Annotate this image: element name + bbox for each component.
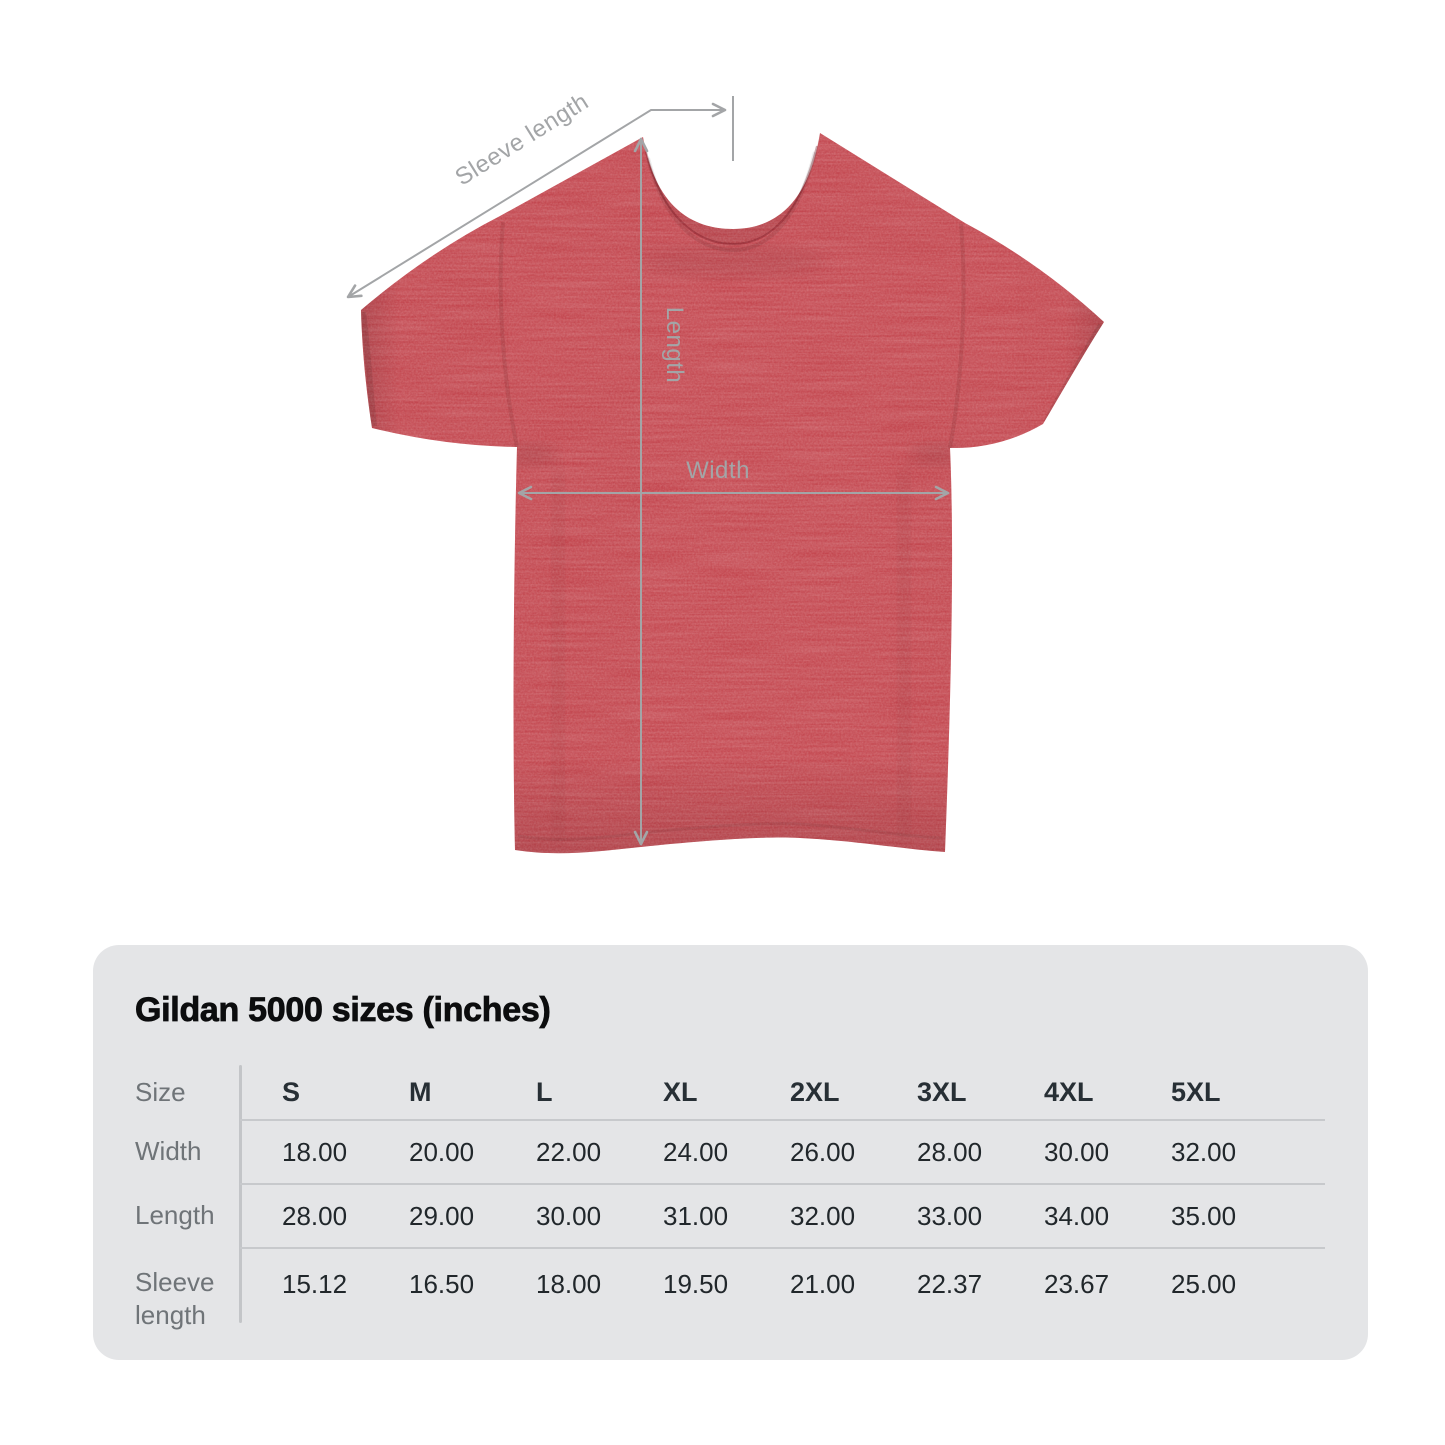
length-value: 28.00 xyxy=(282,1200,348,1231)
length-value: 30.00 xyxy=(536,1200,602,1231)
tshirt-measurement-diagram: Sleeve length Length Width xyxy=(346,88,1104,854)
width-value: 30.00 xyxy=(1044,1136,1110,1167)
length-label: Length xyxy=(661,307,688,383)
length-value: 29.00 xyxy=(409,1200,475,1231)
column-header-2xl: 2XL xyxy=(790,1076,840,1107)
sleeve-value: 21.00 xyxy=(790,1269,856,1299)
sleeve-length-arrow xyxy=(346,102,727,299)
size-table: Size S M L XL 2XL 3XL 4XL 5XL Width 18.0… xyxy=(93,1065,1368,1342)
length-value: 32.00 xyxy=(790,1200,856,1231)
width-value: 28.00 xyxy=(917,1136,983,1167)
size-chart-title: Gildan 5000 sizes (inches) xyxy=(135,991,552,1030)
length-value: 35.00 xyxy=(1171,1200,1237,1231)
row-label: Width xyxy=(135,1135,202,1166)
corner-label: Size xyxy=(135,1076,186,1107)
length-value: 31.00 xyxy=(663,1200,729,1231)
column-header-4xl: 4XL xyxy=(1044,1076,1094,1107)
width-value: 20.00 xyxy=(409,1136,475,1167)
table-row-sleeve-length: Sleeve length 15.12 16.50 18.00 19.50 21… xyxy=(93,1247,1368,1342)
measurement-annotations xyxy=(346,96,950,846)
column-header-5xl: 5XL xyxy=(1171,1076,1221,1107)
width-value: 24.00 xyxy=(663,1136,729,1167)
sleeve-value: 22.37 xyxy=(917,1269,983,1299)
column-header-3xl: 3XL xyxy=(917,1076,967,1107)
table-row-length: Length 28.00 29.00 30.00 31.00 32.00 33.… xyxy=(93,1183,1368,1247)
size-chart-card: Gildan 5000 sizes (inches) Size S M L XL… xyxy=(93,945,1368,1360)
width-value: 22.00 xyxy=(536,1136,602,1167)
sleeve-value: 18.00 xyxy=(536,1269,602,1299)
row-label: Sleeve length xyxy=(135,1267,215,1330)
length-value: 34.00 xyxy=(1044,1200,1110,1231)
table-row-width: Width 18.00 20.00 22.00 24.00 26.00 28.0… xyxy=(93,1119,1368,1183)
column-header-m: M xyxy=(409,1076,432,1107)
width-label: Width xyxy=(686,457,750,484)
table-vertical-divider xyxy=(239,1065,242,1323)
sleeve-value: 23.67 xyxy=(1044,1269,1110,1299)
column-header-xl: XL xyxy=(663,1076,698,1107)
sleeve-value: 19.50 xyxy=(663,1269,729,1299)
sleeve-value: 16.50 xyxy=(409,1269,475,1299)
sleeve-value: 25.00 xyxy=(1171,1269,1237,1299)
column-header-l: L xyxy=(536,1076,553,1107)
sleeve-length-label: Sleeve length xyxy=(450,88,593,191)
table-header-row: Size S M L XL 2XL 3XL 4XL 5XL xyxy=(93,1065,1368,1119)
width-value: 32.00 xyxy=(1171,1136,1237,1167)
sleeve-value: 15.12 xyxy=(282,1269,348,1299)
column-header-s: S xyxy=(282,1076,301,1107)
width-value: 26.00 xyxy=(790,1136,856,1167)
row-label: Length xyxy=(135,1199,215,1230)
width-value: 18.00 xyxy=(282,1136,348,1167)
length-value: 33.00 xyxy=(917,1200,983,1231)
